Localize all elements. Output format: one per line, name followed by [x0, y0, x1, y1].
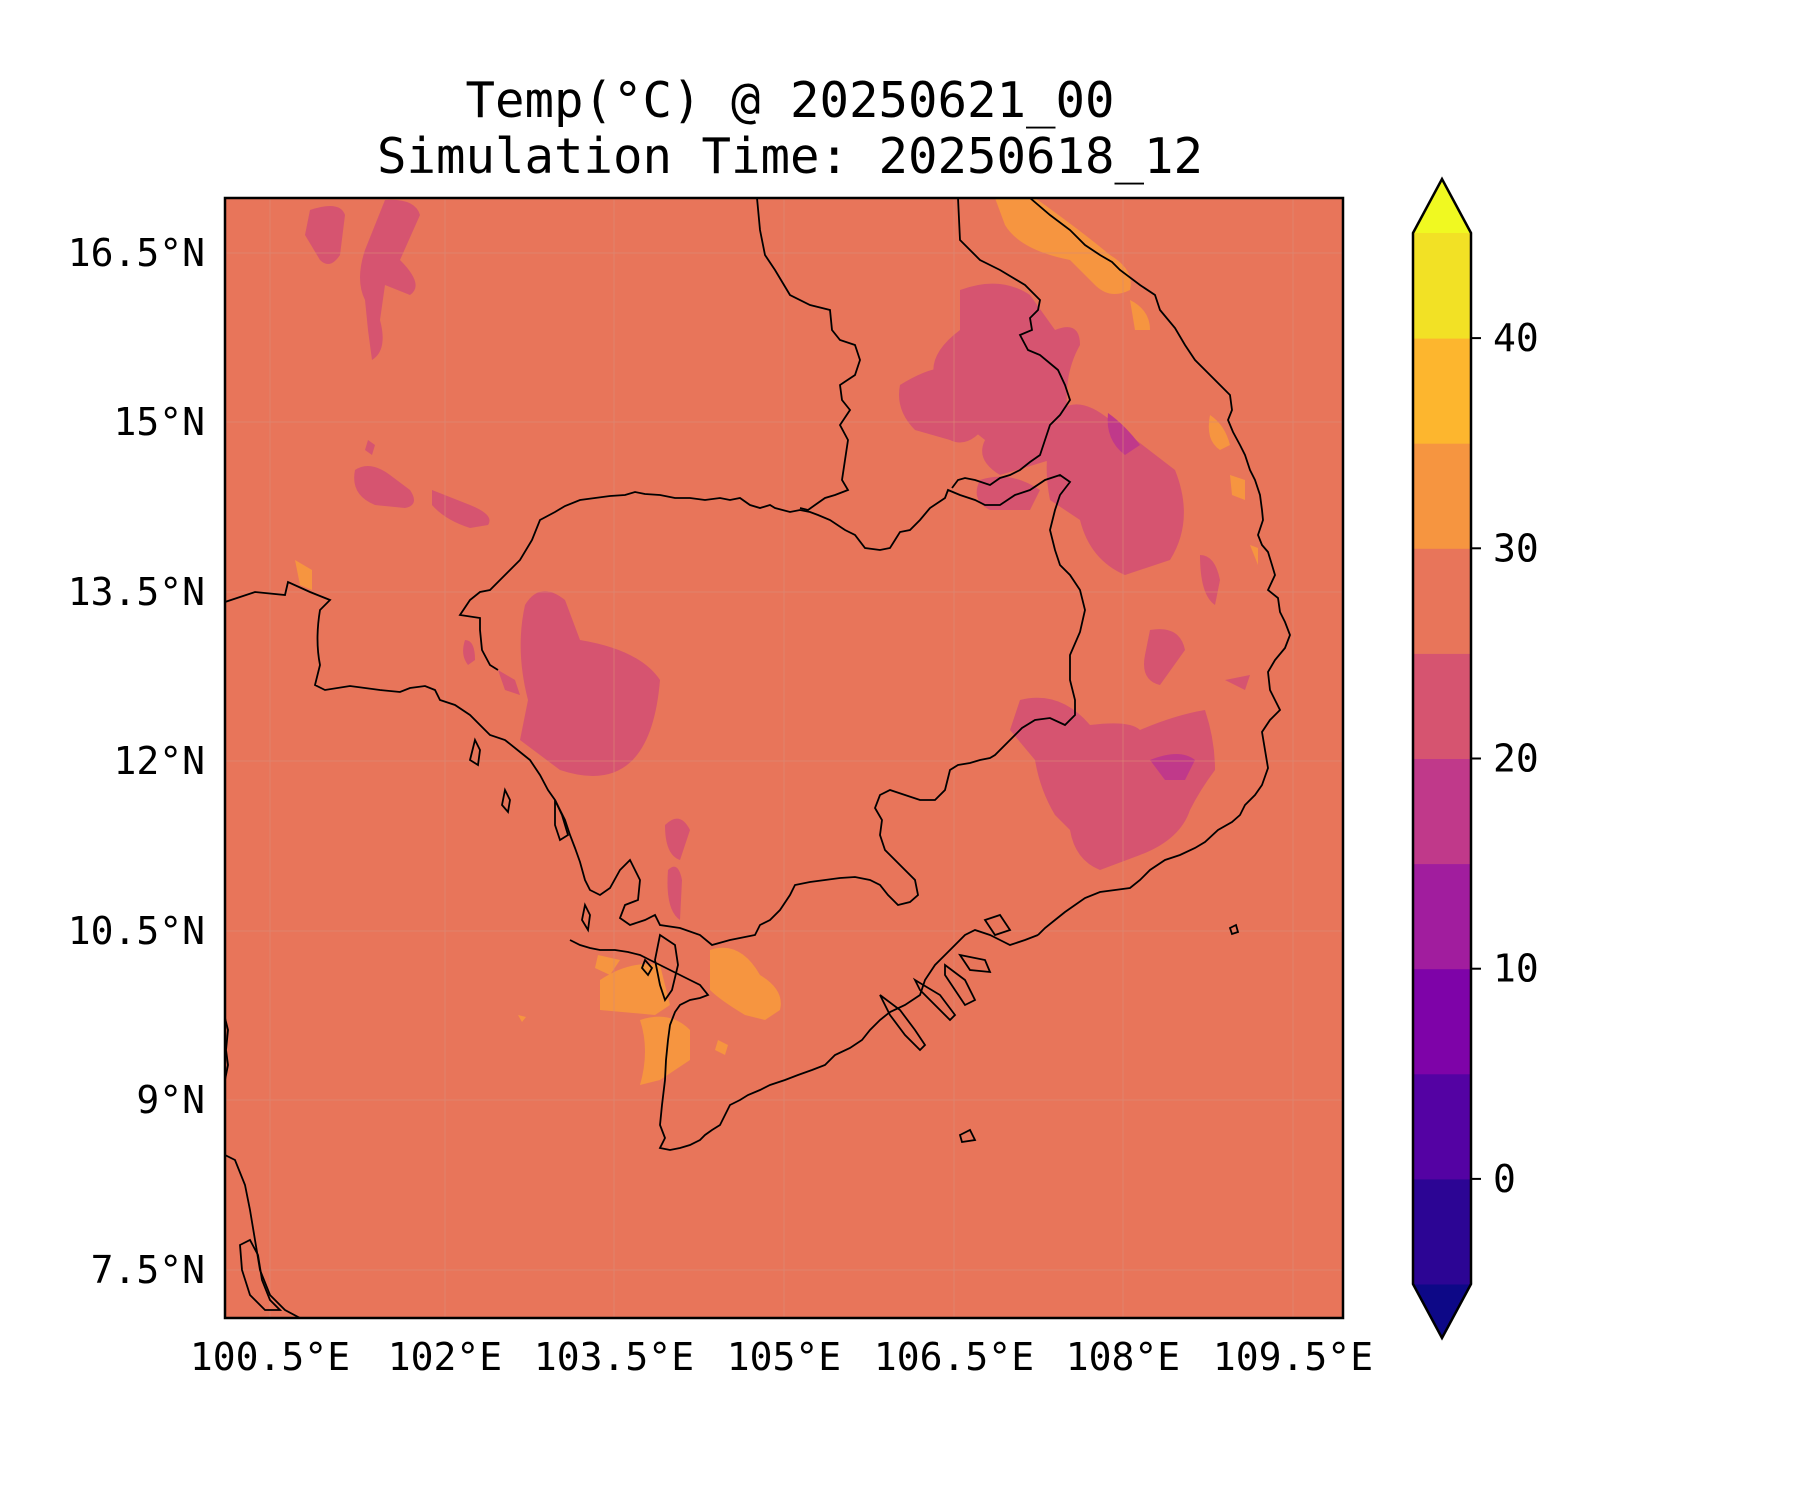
- colorbar-tick-label: 30: [1493, 526, 1539, 570]
- latitude-axis: 16.5°N 15°N 13.5°N 12°N 10.5°N 9°N 7.5°N: [68, 231, 205, 1292]
- map-frame: [223, 196, 1345, 1320]
- x-tick-label: 106.5°E: [874, 1335, 1034, 1379]
- colorbar-band: [1413, 968, 1471, 1075]
- y-tick-label: 9°N: [136, 1078, 205, 1122]
- colorbar-tick-label: 0: [1493, 1157, 1516, 1201]
- y-tick-label: 10.5°N: [68, 909, 205, 953]
- colorbar-extend-max: [1413, 179, 1471, 233]
- colorbar-band: [1413, 233, 1471, 339]
- colorbar-band: [1413, 863, 1471, 970]
- warm-temperature-patches: [295, 198, 1258, 1085]
- x-tick-label: 109.5°E: [1213, 1335, 1373, 1379]
- longitude-axis: 100.5°E 102°E 103.5°E 105°E 106.5°E 108°E 109.…: [190, 1335, 1373, 1379]
- cool-temperature-patches: [305, 199, 1250, 920]
- colorbar: 40 30 20 10 0: [1411, 176, 1539, 1341]
- y-tick-label: 7.5°N: [91, 1248, 205, 1292]
- x-tick-label: 100.5°E: [190, 1335, 350, 1379]
- y-tick-label: 13.5°N: [68, 570, 205, 614]
- map-field: [225, 198, 1343, 1318]
- colorbar-tick-label: 10: [1493, 947, 1539, 991]
- map-title: Temp(°C) @ 20250621_00: [465, 72, 1115, 129]
- colorbar-extend-min: [1413, 1284, 1471, 1338]
- x-tick-label: 102°E: [388, 1335, 502, 1379]
- colorbar-band: [1413, 1073, 1471, 1180]
- colorbar-band: [1413, 443, 1471, 549]
- y-tick-label: 16.5°N: [68, 231, 205, 275]
- x-tick-label: 105°E: [727, 1335, 841, 1379]
- y-tick-label: 15°N: [113, 400, 205, 444]
- coastlines-and-borders: [225, 198, 1291, 1318]
- map-subtitle: Simulation Time: 20250618_12: [376, 128, 1203, 185]
- colorbar-band: [1413, 338, 1471, 444]
- colorbar-band: [1413, 1178, 1471, 1285]
- colorbar-outline: [1411, 176, 1473, 1341]
- colorbar-tick-label: 20: [1493, 737, 1539, 781]
- x-tick-label: 108°E: [1066, 1335, 1180, 1379]
- colorbar-band: [1413, 758, 1471, 865]
- map-gridlines: [225, 198, 1343, 1318]
- colorbar-tick-label: 40: [1493, 316, 1539, 360]
- x-tick-label: 103.5°E: [534, 1335, 694, 1379]
- colorbar-band: [1413, 548, 1471, 654]
- y-tick-label: 12°N: [113, 739, 205, 783]
- colorbar-band: [1413, 653, 1471, 759]
